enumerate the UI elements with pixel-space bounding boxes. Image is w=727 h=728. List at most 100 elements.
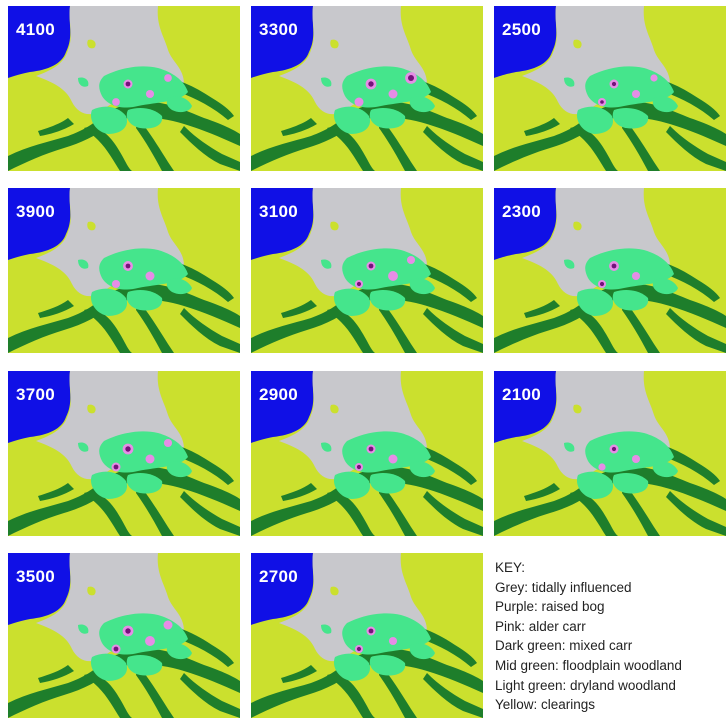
island (573, 404, 582, 414)
tidal-zone (522, 371, 670, 480)
floodplain-woodland-area (612, 473, 649, 494)
floodplain-woodland-area (78, 259, 89, 269)
mixed-carr-area (84, 308, 132, 353)
floodplain-woodland-area (369, 655, 406, 676)
floodplain-woodland-area (612, 290, 649, 311)
mixed-carr-area (38, 300, 74, 318)
floodplain-woodland-area (369, 473, 406, 494)
mixed-carr-area (666, 308, 726, 353)
raised-bog-site (125, 81, 131, 87)
alder-carr-site (164, 74, 172, 82)
mixed-carr-area (327, 308, 375, 353)
island (330, 221, 339, 231)
mixed-carr-area (180, 491, 240, 536)
mixed-carr-area (38, 118, 74, 136)
map-panel-2900: 2900 (251, 371, 483, 536)
sea-area (8, 6, 71, 78)
mixed-carr-area (379, 665, 417, 718)
map-svg (494, 371, 726, 536)
mixed-carr-area (180, 673, 240, 718)
mixed-carr-area (570, 308, 618, 353)
floodplain-woodland-area (99, 248, 188, 290)
mixed-carr-area (327, 126, 375, 171)
tidal-zone (279, 553, 427, 662)
floodplain-woodland-area (564, 259, 575, 269)
raised-bog-site (113, 464, 119, 470)
floodplain-woodland-area (321, 624, 332, 634)
mixed-carr-area (136, 300, 174, 353)
map-panel-3700: 3700 (8, 371, 240, 536)
panel-year-label: 2100 (502, 385, 542, 404)
map-svg (8, 553, 240, 718)
island (87, 586, 96, 596)
mixed-carr-area (379, 483, 417, 536)
floodplain-woodland-area (90, 471, 128, 499)
floodplain-woodland-area (321, 442, 332, 452)
floodplain-woodland-area (652, 278, 678, 295)
panel-year-label: 4100 (16, 20, 56, 39)
panel-year-label: 2700 (259, 567, 299, 586)
alder-carr-site (650, 74, 658, 82)
mixed-carr-area (180, 308, 240, 353)
raised-bog-site (408, 75, 414, 81)
map-key: KEY: Grey: tidally influenced Purple: ra… (495, 558, 725, 715)
island (573, 39, 582, 49)
alder-carr-site (598, 463, 606, 471)
alder-carr-site (406, 255, 416, 265)
alder-carr-site (111, 279, 121, 289)
tidal-zone (36, 371, 184, 480)
tidal-zone (36, 188, 184, 297)
floodplain-woodland-area (564, 442, 575, 452)
key-item-light-green: Light green: dryland woodland (495, 677, 676, 693)
sea-area (494, 188, 557, 260)
raised-bog-site (600, 100, 604, 104)
floodplain-woodland-area (585, 248, 674, 290)
key-item-dark-green: Dark green: mixed carr (495, 638, 633, 654)
floodplain-woodland-area (409, 461, 435, 478)
map-panel-2500: 2500 (494, 6, 726, 171)
mixed-carr-area (281, 300, 317, 318)
floodplain-woodland-area (409, 278, 435, 295)
mixed-carr-area (136, 665, 174, 718)
floodplain-woodland-area (652, 96, 678, 113)
map-panel-2300: 2300 (494, 188, 726, 353)
map-svg (8, 188, 240, 353)
mixed-carr-area (570, 491, 618, 536)
map-panel-3500: 3500 (8, 553, 240, 718)
alder-carr-site (145, 636, 155, 646)
map-panel-3900: 3900 (8, 188, 240, 353)
mixed-carr-area (38, 483, 74, 501)
mixed-carr-area (84, 126, 132, 171)
floodplain-woodland-area (369, 108, 406, 129)
sea-area (494, 371, 557, 443)
mixed-carr-area (84, 491, 132, 536)
island (87, 221, 96, 231)
panel-year-label: 3900 (16, 202, 56, 221)
floodplain-woodland-area (126, 473, 163, 494)
floodplain-woodland-area (576, 106, 614, 134)
floodplain-woodland-area (576, 471, 614, 499)
alder-carr-site (388, 271, 398, 281)
mixed-carr-area (423, 126, 483, 171)
floodplain-woodland-area (166, 96, 192, 113)
sea-area (251, 553, 314, 625)
raised-bog-site (356, 646, 362, 652)
panel-year-label: 2900 (259, 385, 299, 404)
floodplain-woodland-area (78, 77, 89, 87)
map-svg (251, 371, 483, 536)
raised-bog-site (356, 464, 362, 470)
island (87, 404, 96, 414)
floodplain-woodland-area (90, 288, 128, 316)
map-panel-2700: 2700 (251, 553, 483, 718)
mixed-carr-area (622, 118, 660, 171)
panel-year-label: 3500 (16, 567, 56, 586)
floodplain-woodland-area (342, 431, 431, 473)
alder-carr-site (112, 98, 120, 106)
floodplain-woodland-area (90, 653, 128, 681)
mixed-carr-area (666, 126, 726, 171)
map-svg (8, 371, 240, 536)
map-panel-2100: 2100 (494, 371, 726, 536)
mixed-carr-area (524, 483, 560, 501)
floodplain-woodland-area (126, 108, 163, 129)
raised-bog-site (611, 446, 617, 452)
